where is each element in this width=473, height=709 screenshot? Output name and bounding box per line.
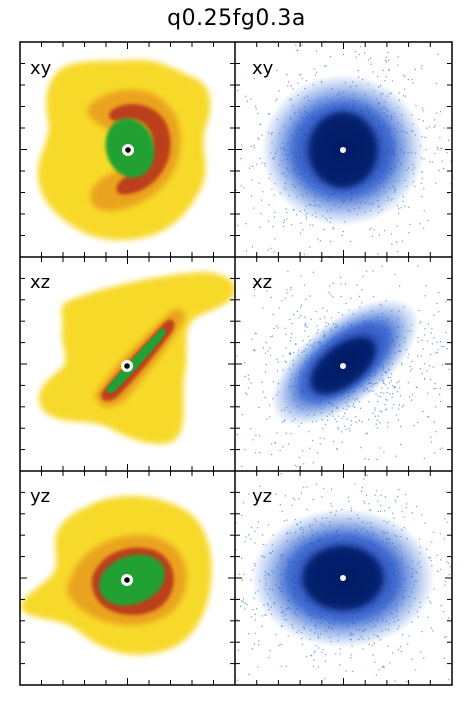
stars-panel-yz (235, 471, 452, 685)
gas-dense-spiral (109, 104, 171, 195)
panel-label-gas-xy: xy (30, 58, 52, 79)
panel-label-stars-xy: xy (252, 58, 274, 79)
gas-panel-xz (38, 272, 235, 445)
stars-panel-xz (235, 260, 452, 468)
black-hole-marker (340, 575, 346, 581)
figure-title: q0.25fg0.3a (167, 6, 306, 31)
stars-panel-xy (235, 44, 452, 257)
axis-ticks (20, 42, 452, 685)
black-hole-marker-core (125, 147, 131, 153)
panel-label-stars-yz: yz (252, 486, 272, 507)
black-hole-marker-core (124, 577, 130, 583)
black-hole-marker-core (124, 363, 130, 369)
black-hole-marker (340, 147, 346, 153)
panel-label-gas-yz: yz (30, 486, 50, 507)
black-hole-marker (340, 363, 346, 369)
panel-label-stars-xz: xz (252, 272, 272, 293)
gas-panel-xy (37, 59, 211, 241)
panel-label-gas-xz: xz (30, 272, 50, 293)
gas-core-disk (106, 328, 166, 393)
gas-panel-yz (20, 495, 212, 655)
